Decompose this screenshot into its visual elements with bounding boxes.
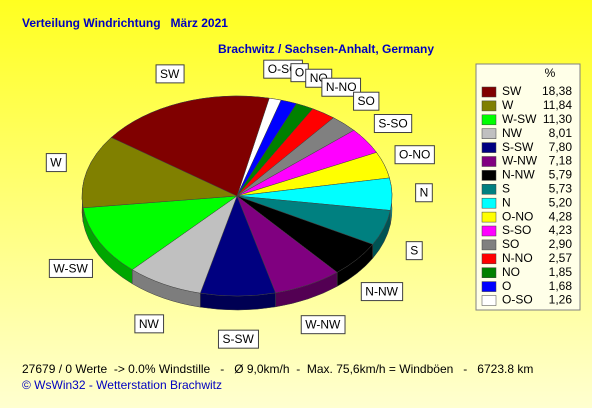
slice-label-box <box>360 282 404 302</box>
legend-value: 1,85 <box>549 265 573 279</box>
legend-swatch <box>481 197 497 209</box>
slice <box>82 195 238 270</box>
slice-label: W-SW <box>53 261 88 275</box>
legend-value: 4,28 <box>549 209 573 223</box>
legend-value: 11,30 <box>543 112 572 126</box>
slice-label: N <box>420 186 429 200</box>
slice-label-box <box>394 145 435 165</box>
slice-label-box <box>45 153 67 173</box>
legend-swatch <box>481 114 497 126</box>
legend-value: 5,20 <box>549 195 573 209</box>
legend-label: O-SO <box>502 293 533 307</box>
legend-label: NO <box>502 265 520 279</box>
legend-label: O <box>502 279 511 293</box>
legend-value: 4,23 <box>549 223 573 237</box>
legend-label: O-NO <box>502 209 533 223</box>
legend-swatch <box>481 239 497 251</box>
legend-swatch <box>481 295 497 306</box>
slice-label: N-NO <box>326 80 357 94</box>
slice-label: SW <box>160 67 180 81</box>
slice-label-box <box>415 183 433 203</box>
footer: 27679 / 0 Werte -> 0.0% Windstille - Ø 9… <box>22 362 533 376</box>
slice-label-box <box>217 329 259 349</box>
legend-value: 2,90 <box>549 237 573 251</box>
legend-value: 1,68 <box>549 279 573 293</box>
legend-value: 8,01 <box>549 126 573 140</box>
legend-label: W-SW <box>502 112 537 126</box>
chart-subtitle: Brachwitz / Sachsen-Anhalt, Germany <box>218 42 434 56</box>
slice-label: W <box>50 156 62 170</box>
slice-label: S-SW <box>222 332 254 346</box>
slice <box>110 95 270 197</box>
slice-label-box <box>321 77 362 97</box>
credit: © WsWin32 - Wetterstation Brachwitz <box>22 378 222 392</box>
legend-label: N <box>502 195 511 209</box>
slice-label: N-NW <box>365 285 398 299</box>
legend-label: W-NW <box>502 154 538 168</box>
slice-label: W-NW <box>305 318 341 332</box>
legend-swatch <box>481 170 497 181</box>
legend-swatch <box>481 267 497 278</box>
legend-swatch <box>481 184 497 195</box>
slice-label-box <box>353 91 380 111</box>
legend-label: N-NW <box>502 168 535 182</box>
legend-label: NW <box>502 126 523 140</box>
slice-label-box <box>48 258 93 278</box>
slice-label-box <box>405 241 423 261</box>
legend-value: 1,26 <box>549 293 573 307</box>
slice-label: O-NO <box>399 148 430 162</box>
slice-label: NW <box>139 317 160 331</box>
legend-label: S <box>502 181 510 195</box>
legend-swatch <box>481 100 497 112</box>
legend-swatch <box>481 156 497 167</box>
slice-label: O <box>295 66 304 80</box>
legend-swatch <box>481 253 497 265</box>
legend-swatch <box>481 128 497 139</box>
slice-label-box <box>373 114 413 134</box>
legend-swatch <box>481 211 497 223</box>
slice-label-box <box>134 314 165 334</box>
slice-label: SO <box>358 94 375 108</box>
legend-swatch <box>481 281 497 292</box>
chart-title: Verteilung Windrichtung März 2021 <box>22 16 228 30</box>
slice <box>81 137 238 209</box>
legend-value: 18,38 <box>542 84 572 98</box>
legend-title: % <box>545 66 556 80</box>
legend-swatch <box>481 142 497 153</box>
legend-label: W <box>502 98 514 112</box>
legend-value: 7,18 <box>549 154 573 168</box>
slice-label: S <box>410 244 418 258</box>
legend-value: 11,84 <box>543 98 572 112</box>
legend-label: SO <box>502 237 519 251</box>
legend-swatch <box>481 225 497 237</box>
legend-value: 5,79 <box>549 168 573 182</box>
slice-label-box <box>300 315 346 335</box>
legend-label: S-SO <box>502 223 531 237</box>
legend-value: 7,80 <box>549 140 573 154</box>
slice-label: S-SO <box>378 117 407 131</box>
legend-value: 2,57 <box>549 251 573 265</box>
legend-value: 5,73 <box>549 181 573 195</box>
slice-label-box <box>155 64 185 84</box>
legend-label: N-NO <box>502 251 533 265</box>
legend-swatch <box>481 86 497 98</box>
legend-label: SW <box>502 84 522 98</box>
legend-label: S-SW <box>502 140 534 154</box>
